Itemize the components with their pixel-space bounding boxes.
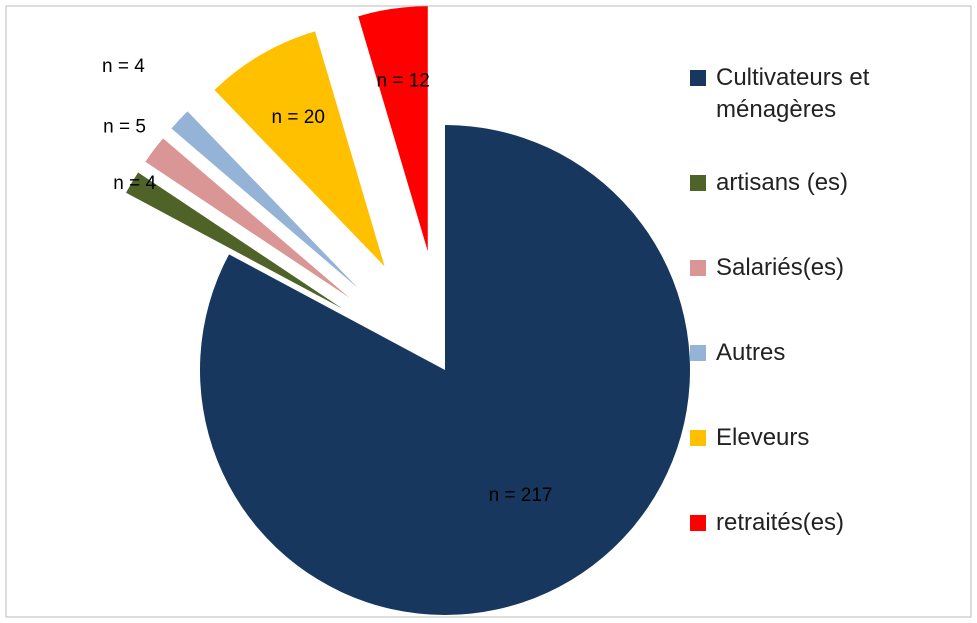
frame [5, 5, 972, 618]
pie-slice [358, 6, 428, 252]
legend-item: artisans (es) [690, 167, 905, 252]
data-label: n = 20 [272, 107, 325, 128]
legend-swatch [690, 430, 706, 446]
data-label: n = 4 [102, 56, 145, 77]
pie-slice [126, 172, 343, 309]
pie-slice [214, 31, 385, 267]
legend-label: retraités(es) [716, 509, 845, 536]
data-label: n = 4 [113, 173, 156, 194]
legend-item: Autres [690, 337, 905, 422]
legend-swatch [690, 175, 706, 191]
data-label: n = 5 [103, 117, 146, 138]
legend-label: Eleveurs [716, 424, 810, 451]
legend-item: Cultivateurs et ménagères [690, 62, 905, 167]
legend-swatch [690, 345, 706, 361]
legend-swatch [690, 515, 706, 531]
legend-item: Eleveurs [690, 422, 905, 507]
data-label: n = 217 [489, 485, 553, 506]
legend-label: Cultivateurs et ménagères [716, 64, 870, 123]
legend: Cultivateurs et ménagères artisans (es) Sa… [690, 62, 905, 592]
legend-item: Salariés(es) [690, 252, 905, 337]
legend-label: Autres [716, 339, 786, 366]
legend-swatch [690, 70, 706, 86]
legend-swatch [690, 260, 706, 276]
legend-label: artisans (es) [716, 169, 849, 196]
pie-slice [145, 138, 350, 298]
pie-slice [171, 111, 358, 288]
data-label: n = 12 [377, 71, 430, 92]
legend-item: retraités(es) [690, 507, 905, 592]
pie-slice [199, 125, 690, 615]
legend-label: Salariés(es) [716, 254, 845, 281]
